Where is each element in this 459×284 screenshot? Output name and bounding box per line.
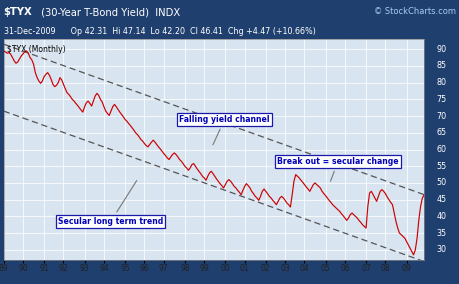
Text: 55: 55 — [436, 162, 446, 171]
Text: Secular long term trend: Secular long term trend — [58, 181, 163, 226]
Text: 75: 75 — [436, 95, 446, 104]
Text: 65: 65 — [436, 128, 446, 137]
Text: $TYX: $TYX — [4, 7, 33, 17]
Text: 30: 30 — [436, 245, 446, 254]
Text: 40: 40 — [436, 212, 446, 221]
Text: 45: 45 — [436, 195, 446, 204]
Text: 85: 85 — [436, 61, 446, 70]
Text: 70: 70 — [436, 112, 446, 121]
Text: © StockCharts.com: © StockCharts.com — [374, 7, 455, 16]
Text: 80: 80 — [436, 78, 446, 87]
Text: 50: 50 — [436, 178, 446, 187]
Text: $TYX (Monthly): $TYX (Monthly) — [7, 45, 66, 54]
Text: 90: 90 — [436, 45, 446, 54]
Text: 60: 60 — [436, 145, 446, 154]
Text: Falling yield channel: Falling yield channel — [179, 115, 269, 145]
Text: (30-Year T-Bond Yield)  INDX: (30-Year T-Bond Yield) INDX — [38, 7, 179, 17]
Text: Break out = secular change: Break out = secular change — [276, 157, 398, 181]
Text: 31-Dec-2009      Op 42.31  Hi 47.14  Lo 42.20  Cl 46.41  Chg +4.47 (+10.66%): 31-Dec-2009 Op 42.31 Hi 47.14 Lo 42.20 C… — [4, 27, 315, 36]
Text: 35: 35 — [436, 229, 446, 238]
